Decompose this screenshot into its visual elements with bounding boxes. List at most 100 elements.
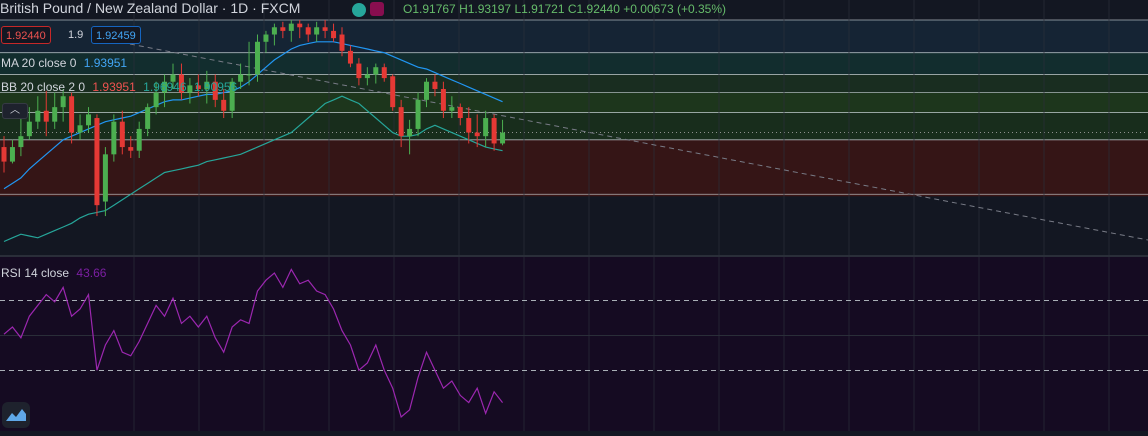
candle (162, 81, 168, 93)
symbol-interval: 1D (230, 0, 249, 16)
candle (331, 30, 337, 39)
symbol-title: British Pound / New Zealand Dollar · 1D … (0, 0, 300, 16)
bb-basis-value: 1.93951 (92, 80, 136, 94)
ma-value: 1.93951 (83, 56, 128, 70)
spread-text: 1.9 (68, 29, 84, 41)
symbol-exchange: FXCM (260, 0, 301, 16)
symbol-separator: · (221, 0, 227, 16)
candle (483, 118, 489, 137)
logo-glyph (6, 409, 26, 421)
ohlc-change: +0.00673 (+0.35%) (623, 2, 726, 16)
rsi-legend[interactable]: RSI 14 close 43.66 (1, 265, 106, 281)
candle (170, 74, 176, 82)
candle (314, 27, 320, 35)
candle (229, 81, 235, 111)
trendline (129, 43, 1148, 241)
ohlc-open: O1.91767 (403, 2, 456, 16)
candle (35, 110, 41, 122)
candle (364, 74, 370, 79)
symbol-name: British Pound / New Zealand Dollar (0, 0, 218, 16)
candle (128, 147, 134, 151)
candle (86, 114, 91, 126)
candle (322, 27, 328, 31)
rsi-value: 43.66 (76, 266, 107, 280)
candle (424, 81, 429, 100)
candle (1, 147, 7, 162)
bb-upper-value: 1.96946 (143, 80, 187, 94)
candle (373, 67, 379, 75)
bb-label: BB 20 close 2 0 (1, 80, 86, 94)
ma-line (3, 41, 503, 190)
candle (9, 147, 15, 162)
candle (94, 118, 100, 206)
candle (212, 81, 218, 100)
ohlc-low: L1.91721 (514, 2, 565, 16)
price-zone-band (0, 52, 1148, 75)
ohlc-close: C1.92440 (567, 2, 620, 16)
candle (52, 107, 58, 122)
candle (204, 81, 210, 89)
price-zone-band (0, 20, 1148, 53)
candle (271, 27, 277, 35)
candle (297, 23, 303, 28)
candle (457, 107, 463, 119)
candle (187, 85, 193, 93)
candle (255, 41, 260, 75)
price-zone-band (0, 194, 1148, 197)
price-zone-band (0, 74, 1148, 93)
ohlc-high: H1.93197 (459, 2, 512, 16)
rsi-pane-bg (0, 256, 1148, 431)
candle (263, 34, 269, 42)
candle (153, 92, 159, 108)
market-status-icon[interactable] (352, 3, 366, 17)
sell-button[interactable]: 1.92440 (1, 26, 51, 44)
candle (432, 81, 438, 89)
candle (102, 154, 108, 202)
candle (390, 76, 396, 108)
price-zone-band (0, 92, 1148, 113)
price-zone-band (0, 139, 1148, 195)
candle (474, 132, 480, 137)
rsi-label: RSI 14 close (1, 266, 70, 280)
candle (178, 74, 184, 93)
candle (60, 96, 66, 108)
collapse-legend-button[interactable]: ︿ (2, 103, 28, 119)
bb-legend[interactable]: BB 20 close 2 0 1.93951 1.96946 1.90956 (1, 79, 237, 95)
rsi-line (3, 268, 504, 419)
candle (500, 132, 506, 144)
candle (111, 121, 117, 155)
chevron-up-icon: ︿ (10, 105, 20, 116)
buy-button[interactable]: 1.92459 (91, 26, 141, 44)
ask-price: 1.92459 (96, 30, 136, 42)
candle (288, 23, 294, 31)
ma-legend[interactable]: MA 20 close 0 1.93951 (1, 55, 127, 71)
candle (407, 128, 413, 137)
candle (18, 136, 24, 148)
candle (280, 27, 286, 31)
candle (440, 88, 446, 111)
candle (305, 27, 311, 35)
symbol-separator: · (252, 0, 257, 16)
candle (415, 99, 421, 129)
ohlc-readout: O1.91767 H1.93197 L1.91721 C1.92440 +0.0… (403, 1, 726, 17)
candle (339, 34, 345, 51)
candle (398, 107, 404, 137)
candle (347, 50, 353, 64)
candle (136, 128, 142, 151)
candle (246, 74, 252, 76)
tradingview-logo-icon[interactable] (2, 402, 30, 428)
candle (449, 107, 455, 111)
flag-icon[interactable] (370, 2, 384, 16)
candle (69, 96, 75, 133)
candle (77, 125, 83, 133)
candle (119, 121, 125, 148)
price-zone-band (0, 112, 1148, 140)
candle (221, 99, 227, 111)
candle (145, 107, 151, 129)
ma-label: MA 20 close 0 (1, 56, 77, 70)
candle (491, 118, 497, 144)
bid-price: 1.92440 (6, 30, 46, 42)
candle (356, 63, 362, 79)
